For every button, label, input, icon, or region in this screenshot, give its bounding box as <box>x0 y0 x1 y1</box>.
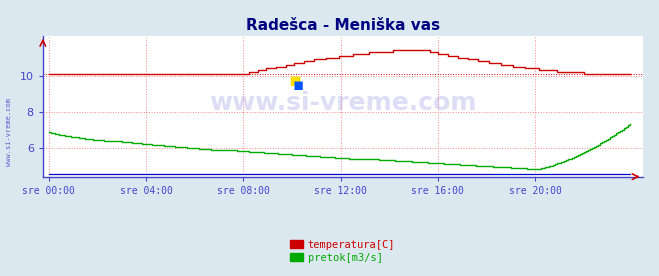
Text: www.si-vreme.com: www.si-vreme.com <box>5 99 12 166</box>
Text: ▪: ▪ <box>292 76 303 94</box>
Title: Radešca - Meniška vas: Radešca - Meniška vas <box>246 18 440 33</box>
Text: ▪: ▪ <box>288 71 301 91</box>
Text: www.si-vreme.com: www.si-vreme.com <box>209 91 476 115</box>
Legend: temperatura[C], pretok[m3/s]: temperatura[C], pretok[m3/s] <box>286 235 399 267</box>
